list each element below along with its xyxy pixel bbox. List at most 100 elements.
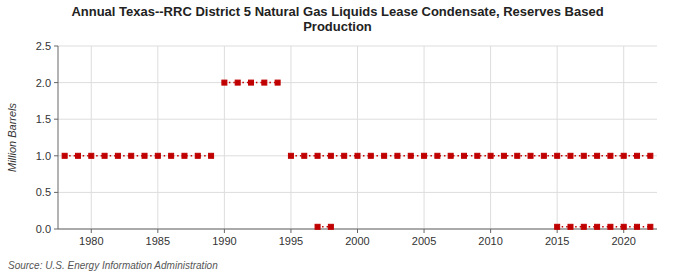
grid-line-x	[157, 46, 158, 229]
marker	[315, 224, 320, 229]
marker	[195, 153, 200, 158]
markers	[62, 80, 653, 229]
marker	[89, 153, 94, 158]
marker	[155, 153, 160, 158]
marker	[62, 153, 67, 158]
grid	[58, 46, 657, 229]
x-tick-label: 1980	[79, 235, 103, 247]
y-tick	[54, 155, 58, 156]
marker	[368, 153, 373, 158]
marker	[581, 224, 586, 229]
y-tick	[54, 192, 58, 193]
marker	[475, 153, 480, 158]
y-tick-label: 2.0	[36, 77, 51, 89]
grid-line-x	[224, 46, 225, 229]
marker	[395, 153, 400, 158]
x-tick	[290, 229, 291, 233]
marker	[635, 153, 640, 158]
marker	[581, 153, 586, 158]
grid-line-x	[290, 46, 291, 229]
x-tick	[91, 229, 92, 233]
y-tick-label: 1.5	[36, 113, 51, 125]
marker	[555, 153, 560, 158]
grid-line-x	[424, 46, 425, 229]
marker	[608, 153, 613, 158]
marker	[249, 80, 254, 85]
x-tick-label: 2005	[412, 235, 436, 247]
x-tick-label: 2000	[345, 235, 369, 247]
marker	[515, 153, 520, 158]
marker	[382, 153, 387, 158]
marker	[435, 153, 440, 158]
x-tick	[224, 229, 225, 233]
x-tick-label: 1990	[212, 235, 236, 247]
grid-line-x	[623, 46, 624, 229]
y-axis-label: Million Barrels	[6, 102, 18, 172]
marker	[275, 80, 280, 85]
marker	[635, 224, 640, 229]
chart: Annual Texas--RRC District 5 Natural Gas…	[0, 0, 675, 275]
marker	[408, 153, 413, 158]
marker	[315, 153, 320, 158]
marker	[448, 153, 453, 158]
marker	[461, 153, 466, 158]
annotation: Source: U.S. Energy Information Administ…	[8, 260, 218, 271]
marker	[328, 153, 333, 158]
x-tick	[157, 229, 158, 233]
marker	[342, 153, 347, 158]
y-tick	[54, 229, 58, 230]
marker	[115, 153, 120, 158]
x-tick-label: 2015	[545, 235, 569, 247]
grid-line-x	[357, 46, 358, 229]
marker	[288, 153, 293, 158]
x-tick-label: 1985	[146, 235, 170, 247]
y-axis-line	[58, 46, 59, 229]
y-tick	[54, 82, 58, 83]
marker	[608, 224, 613, 229]
marker	[541, 153, 546, 158]
marker	[102, 153, 107, 158]
title: Annual Texas--RRC District 5 Natural Gas…	[71, 4, 603, 34]
y-tick-label: 0.5	[36, 186, 51, 198]
marker	[262, 80, 267, 85]
y-tick-label: 2.5	[36, 40, 51, 52]
marker	[595, 224, 600, 229]
marker	[235, 80, 240, 85]
marker	[555, 224, 560, 229]
grid-line-x	[490, 46, 491, 229]
marker	[75, 153, 80, 158]
x-tick-label: 1995	[279, 235, 303, 247]
marker	[142, 153, 147, 158]
marker	[528, 153, 533, 158]
grid-line-x	[557, 46, 558, 229]
marker	[501, 153, 506, 158]
y-tick	[54, 119, 58, 120]
marker	[422, 153, 427, 158]
marker	[169, 153, 174, 158]
marker	[648, 153, 653, 158]
x-tick	[424, 229, 425, 233]
x-tick-label: 2010	[478, 235, 502, 247]
x-tick	[357, 229, 358, 233]
marker	[621, 224, 626, 229]
marker	[355, 153, 360, 158]
marker	[222, 80, 227, 85]
x-tick-label: 2020	[611, 235, 635, 247]
line	[65, 155, 211, 157]
y-tick	[54, 46, 58, 47]
marker	[488, 153, 493, 158]
marker	[129, 153, 134, 158]
marker	[595, 153, 600, 158]
marker	[209, 153, 214, 158]
marker	[648, 224, 653, 229]
marker	[328, 224, 333, 229]
marker	[182, 153, 187, 158]
lines	[65, 83, 651, 227]
marker	[568, 224, 573, 229]
x-tick	[490, 229, 491, 233]
marker	[621, 153, 626, 158]
marker	[302, 153, 307, 158]
y-tick-label: 0.0	[36, 223, 51, 235]
y-tick-label: 1.0	[36, 150, 51, 162]
marker	[568, 153, 573, 158]
